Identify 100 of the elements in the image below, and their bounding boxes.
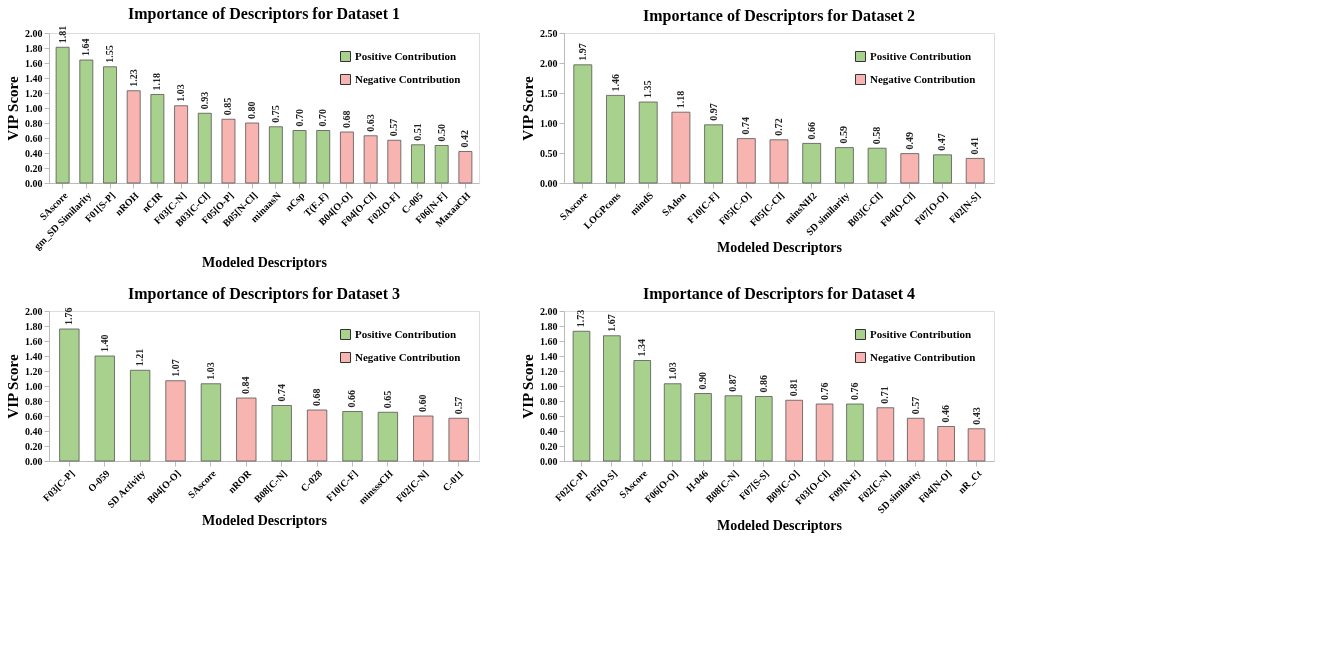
bar	[59, 328, 80, 462]
chart-title: Importance of Descriptors for Dataset 1	[127, 4, 401, 23]
data-label: 0.59	[838, 126, 850, 144]
y-tick-label: 2.00	[540, 305, 558, 317]
data-label: 0.74	[740, 117, 752, 135]
y-tick-label: 1.60	[25, 57, 43, 69]
y-tick-label: 0.60	[25, 410, 43, 422]
y-tick-label: 0.00	[540, 455, 558, 467]
bar	[130, 369, 151, 462]
bar	[292, 130, 307, 184]
bar	[236, 397, 257, 462]
data-label: 0.76	[818, 382, 830, 400]
bar	[965, 158, 985, 184]
bar	[802, 143, 822, 184]
data-label: 1.21	[134, 348, 146, 367]
y-tick-label: 0.20	[25, 162, 43, 174]
data-label: 1.34	[636, 339, 648, 357]
data-label: 0.66	[805, 121, 817, 140]
chart-title: Importance of Descriptors for Dataset 3	[127, 285, 401, 303]
legend-label: Positive Contribution	[355, 49, 457, 62]
data-label: 0.58	[871, 126, 883, 145]
bar	[268, 126, 283, 184]
bar	[126, 90, 141, 184]
data-label: 0.68	[311, 388, 323, 406]
bar	[245, 122, 260, 184]
y-tick-label: 0.50	[540, 147, 558, 159]
y-axis-title: VIP Score	[520, 354, 536, 419]
data-label: 0.51	[411, 123, 423, 141]
y-tick-label: 0.60	[25, 132, 43, 144]
data-label: 1.07	[169, 359, 181, 377]
bar	[165, 380, 186, 462]
bar	[411, 144, 425, 184]
y-tick-label: 2.00	[25, 305, 43, 317]
data-label: 0.42	[459, 130, 471, 148]
bar	[638, 101, 658, 184]
data-label: 1.40	[98, 334, 110, 352]
data-label: 1.03	[175, 84, 187, 102]
y-axis-title: VIP Score	[5, 354, 21, 419]
data-label: 0.70	[293, 109, 305, 127]
data-label: 0.47	[936, 133, 948, 151]
bar	[835, 147, 854, 184]
bar	[937, 426, 955, 462]
data-label: 0.72	[773, 118, 784, 136]
data-label: 0.75	[269, 105, 281, 123]
data-label: 0.65	[381, 390, 393, 409]
data-label: 0.74	[275, 384, 287, 402]
bar	[434, 145, 449, 184]
data-label: 1.35	[642, 80, 654, 98]
data-label: 0.63	[364, 114, 376, 132]
bar	[572, 330, 591, 462]
y-tick-label: 1.20	[25, 365, 43, 377]
bar	[55, 46, 70, 184]
bar	[846, 403, 864, 462]
y-tick-label: 0.20	[540, 440, 558, 452]
y-tick-label: 1.80	[25, 320, 43, 332]
data-label: 0.76	[848, 382, 860, 400]
bar	[967, 428, 986, 462]
data-label: 0.60	[417, 394, 429, 412]
bar	[671, 111, 691, 184]
data-label: 1.76	[63, 307, 75, 325]
data-label: 0.87	[727, 374, 739, 392]
bar	[663, 383, 682, 462]
data-label: 0.93	[198, 91, 210, 110]
y-tick-label: 1.80	[540, 320, 558, 332]
data-label: 1.03	[204, 362, 216, 380]
bar	[340, 131, 354, 184]
y-tick-label: 0.80	[25, 117, 43, 129]
x-axis-title: Modeled Descriptors	[717, 240, 843, 256]
data-label: 0.57	[452, 396, 464, 415]
bar	[306, 409, 328, 462]
chart-title: Importance of Descriptors for Dataset 2	[642, 7, 916, 25]
bar	[755, 396, 773, 462]
data-label: 1.18	[674, 90, 686, 109]
legend-label: Positive Contribution	[870, 49, 972, 62]
data-label: 0.43	[970, 407, 982, 425]
y-tick-label: 0.80	[540, 395, 558, 407]
bar	[316, 130, 331, 184]
data-label: 0.49	[903, 132, 915, 150]
bar	[271, 405, 292, 462]
data-label: 1.03	[666, 362, 678, 380]
legend-label: Positive Contribution	[870, 327, 972, 340]
y-tick-label: 0.40	[25, 147, 43, 159]
bar	[704, 124, 723, 184]
bar	[573, 64, 593, 184]
data-label: 1.81	[56, 25, 68, 44]
data-label: 0.41	[969, 136, 981, 155]
y-tick-label: 2.00	[540, 57, 558, 69]
y-tick-label: 0.00	[25, 177, 43, 189]
data-label: 1.67	[605, 314, 617, 332]
bar	[724, 395, 743, 462]
bar	[900, 153, 920, 184]
data-label: 0.90	[697, 372, 709, 390]
y-tick-label: 0.40	[25, 425, 43, 437]
bar	[815, 403, 834, 462]
legend-label: Negative Contribution	[355, 72, 461, 85]
data-label: 0.81	[788, 378, 800, 397]
data-label: 1.55	[104, 45, 116, 63]
y-tick-label: 1.80	[25, 42, 43, 54]
bar	[458, 151, 473, 184]
bar	[933, 154, 952, 184]
